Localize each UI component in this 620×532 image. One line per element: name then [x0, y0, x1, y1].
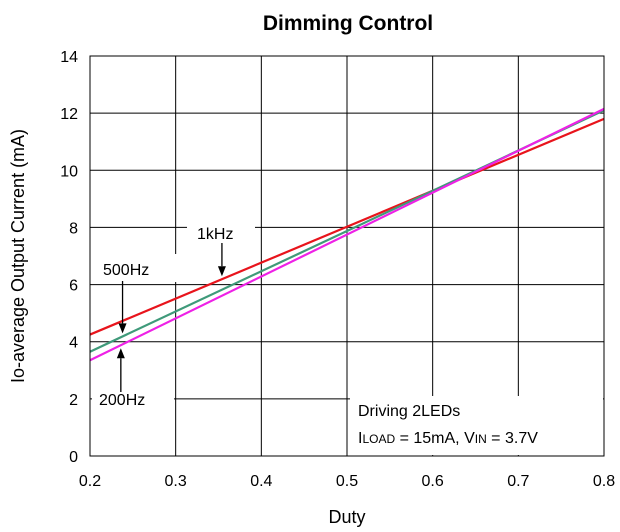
plot-frame	[89, 55, 605, 457]
y-tick-label: 6	[69, 278, 78, 295]
annotation-1khz-bg	[187, 218, 255, 246]
annotation-500hz: 500Hz	[91, 254, 177, 334]
conditions-line-2: ILOAD = 15mA, VIN = 3.7V	[358, 430, 538, 447]
conditions-note-bg	[350, 396, 603, 455]
annotation-200hz-label: 200Hz	[99, 392, 145, 409]
y-tick-label: 14	[60, 49, 78, 66]
vin-subscript: IN	[475, 432, 487, 446]
annotation-200hz-arrowhead	[116, 348, 125, 359]
iload-symbol: I	[358, 430, 362, 447]
y-tick-label: 12	[60, 106, 78, 123]
x-axis-label: Duty	[328, 507, 365, 527]
grid-lines	[89, 55, 605, 457]
series-line-1khz	[89, 117, 605, 336]
x-tick-label: 0.7	[507, 473, 529, 490]
annotation-200hz-bg	[92, 384, 174, 412]
y-tick-label: 8	[69, 220, 78, 237]
vin-value: = 3.7V	[487, 430, 538, 447]
x-tick-label: 0.4	[250, 473, 272, 490]
data-series	[89, 107, 605, 362]
x-tick-labels: 0.2 0.3 0.4 0.5 0.6 0.7 0.8	[79, 473, 615, 490]
x-tick-label: 0.2	[79, 473, 101, 490]
y-tick-labels: 0 2 4 6 8 10 12 14	[60, 49, 78, 466]
x-tick-label: 0.3	[165, 473, 187, 490]
conditions-note: Driving 2LEDs ILOAD = 15mA, VIN = 3.7V	[350, 396, 603, 455]
y-tick-label: 2	[69, 392, 78, 409]
annotation-200hz: 200Hz	[92, 348, 174, 412]
y-tick-label: 0	[69, 449, 78, 466]
y-axis-label: Io-average Output Current (mA)	[8, 129, 28, 383]
annotation-500hz-bg	[91, 254, 177, 282]
x-tick-label: 0.5	[336, 473, 358, 490]
x-tick-label: 0.8	[593, 473, 615, 490]
annotation-500hz-arrowhead	[118, 323, 127, 334]
chart-title: Dimming Control	[263, 12, 433, 35]
y-tick-label: 10	[60, 163, 78, 180]
annotation-1khz-arrowhead	[217, 266, 226, 277]
x-tick-label: 0.6	[422, 473, 444, 490]
iload-subscript: LOAD	[362, 432, 395, 446]
conditions-line-1: Driving 2LEDs	[358, 403, 460, 420]
series-line-200hz	[89, 107, 605, 362]
y-tick-label: 4	[69, 335, 78, 352]
annotation-1khz-label: 1kHz	[197, 226, 233, 243]
annotation-500hz-label: 500Hz	[103, 262, 149, 279]
iload-value: = 15mA, V	[395, 430, 475, 447]
annotation-1khz: 1kHz	[187, 218, 255, 277]
